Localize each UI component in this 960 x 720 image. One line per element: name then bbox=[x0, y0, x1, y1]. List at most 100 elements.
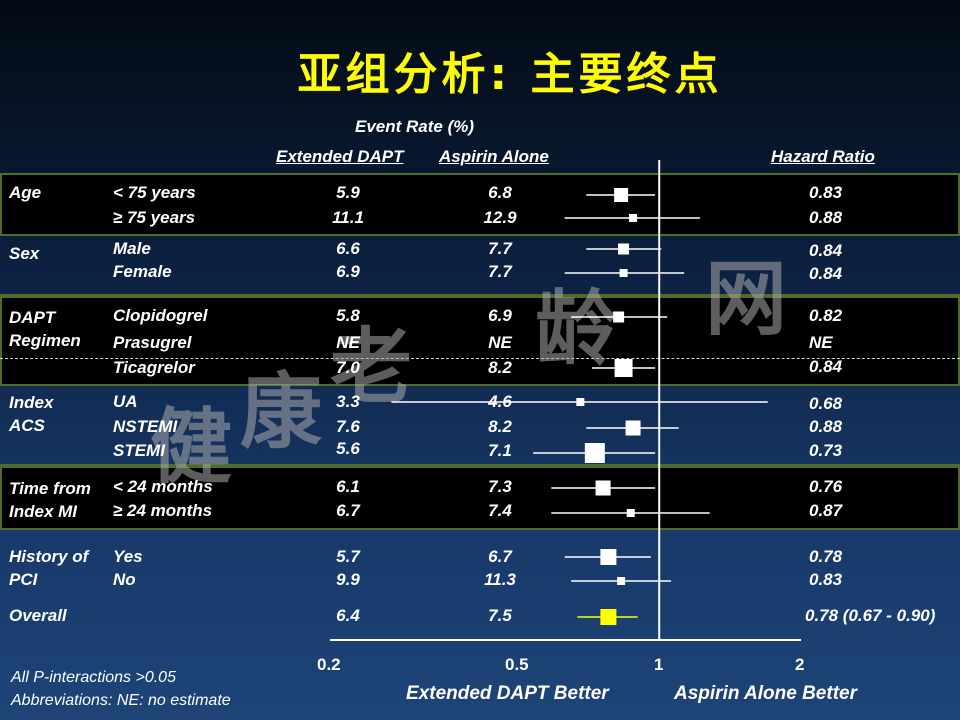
group-label-time-from-index-mi: Time from Index MI bbox=[9, 479, 91, 521]
row-label: < 75 years bbox=[113, 183, 196, 202]
dapt-value: 5.8 bbox=[336, 306, 360, 325]
aspirin-value: 8.2 bbox=[488, 417, 512, 436]
dapt-value: 5.9 bbox=[336, 183, 360, 202]
row-label: ≥ 24 months bbox=[113, 501, 213, 520]
row-label: NSTEMI bbox=[113, 417, 178, 436]
hr-marker bbox=[613, 311, 625, 323]
hr-value: 0.82 bbox=[809, 306, 843, 325]
aspirin-value: 6.7 bbox=[488, 547, 512, 566]
aspirin-value: 7.7 bbox=[488, 262, 512, 281]
group-label-index-acs: Index ACS bbox=[9, 393, 54, 435]
dapt-value: 6.4 bbox=[336, 606, 360, 625]
aspirin-value: 7.7 bbox=[488, 239, 512, 258]
row-label: Yes bbox=[113, 547, 143, 566]
aspirin-value: 6.9 bbox=[488, 306, 512, 325]
hr-marker bbox=[629, 214, 638, 222]
hr-marker bbox=[600, 609, 617, 625]
dapt-value: 6.9 bbox=[336, 262, 360, 281]
row-label: Male bbox=[113, 239, 151, 258]
row-divider bbox=[0, 358, 960, 359]
watermark-char: 健 bbox=[150, 399, 233, 495]
sex-band bbox=[0, 236, 960, 296]
hr-value: 0.88 bbox=[809, 208, 843, 227]
dapt-value: 11.1 bbox=[332, 208, 364, 227]
time-band bbox=[0, 466, 960, 530]
watermark-char: 老 bbox=[330, 319, 413, 415]
hr-value: 0.84 bbox=[809, 264, 843, 283]
aspirin-alone-header: Aspirin Alone bbox=[439, 147, 549, 166]
aspirin-value: 6.8 bbox=[488, 183, 512, 202]
row-label: ≥ 75 years bbox=[113, 208, 196, 227]
aspirin-alone-better-label: Aspirin Alone Better bbox=[674, 683, 857, 704]
row-label: Ticagrelor bbox=[113, 358, 195, 377]
row-label: Clopidogrel bbox=[113, 306, 208, 325]
row-label: UA bbox=[113, 392, 138, 411]
hazard-ratio-header: Hazard Ratio bbox=[771, 147, 875, 166]
group-label-age: Age bbox=[9, 183, 42, 202]
group-label-history-of-pci: History of PCI bbox=[9, 547, 89, 589]
group-label-sex: Sex bbox=[9, 244, 40, 263]
age-band bbox=[0, 173, 960, 236]
index-acs-band bbox=[0, 386, 960, 466]
hr-value: 0.87 bbox=[809, 501, 843, 520]
axis-tick-label: 1 bbox=[654, 655, 664, 674]
hr-value: NE bbox=[809, 333, 833, 352]
aspirin-value: 7.1 bbox=[488, 441, 512, 460]
extended-dapt-header: Extended DAPT bbox=[276, 147, 404, 166]
dapt-value: 6.1 bbox=[336, 477, 360, 496]
aspirin-value: 11.3 bbox=[484, 570, 516, 589]
hr-marker bbox=[576, 398, 585, 406]
aspirin-value: 7.4 bbox=[488, 501, 512, 520]
hr-value: 0.73 bbox=[809, 441, 843, 460]
row-label: STEMI bbox=[113, 441, 165, 460]
extended-dapt-better-label: Extended DAPT Better bbox=[406, 683, 609, 704]
hr-marker bbox=[625, 420, 641, 436]
hr-value: 0.76 bbox=[809, 477, 843, 496]
hr-marker bbox=[619, 269, 628, 277]
event-rate-header: Event Rate (%) bbox=[355, 117, 475, 136]
hr-value: 0.88 bbox=[809, 417, 843, 436]
hr-marker bbox=[584, 443, 605, 463]
dapt-value: NE bbox=[336, 333, 360, 352]
hr-marker bbox=[614, 188, 629, 202]
aspirin-value: 7.3 bbox=[488, 477, 512, 496]
hr-value: 0.78 bbox=[809, 547, 843, 566]
axis-tick-label: 2 bbox=[795, 655, 805, 674]
footnote-p-interactions: All P-interactions >0.05 bbox=[11, 669, 176, 686]
dapt-regimen-band bbox=[0, 296, 960, 386]
dapt-value: 7.6 bbox=[336, 417, 360, 436]
aspirin-value: NE bbox=[488, 333, 512, 352]
hr-marker bbox=[614, 359, 633, 377]
hr-marker bbox=[618, 243, 630, 255]
dapt-value: 7.0 bbox=[336, 358, 360, 377]
dapt-value: 9.9 bbox=[336, 570, 360, 589]
hr-value: 0.84 bbox=[809, 357, 843, 376]
page-title: 亚组分析: 主要终点 bbox=[297, 49, 723, 100]
hr-value: 0.84 bbox=[809, 241, 843, 260]
axis-tick-label: 0.2 bbox=[317, 655, 341, 674]
aspirin-value: 12.9 bbox=[483, 208, 517, 227]
aspirin-value: 8.2 bbox=[488, 358, 512, 377]
hr-value-overall: 0.78 (0.67 - 0.90) bbox=[805, 606, 936, 625]
aspirin-value: 7.5 bbox=[488, 606, 512, 625]
dapt-value: 6.6 bbox=[336, 239, 360, 258]
hr-marker bbox=[626, 509, 635, 517]
row-label: Female bbox=[113, 262, 172, 281]
row-label: Prasugrel bbox=[113, 333, 192, 352]
dapt-value: 5.6 bbox=[336, 439, 360, 458]
group-label-overall: Overall bbox=[9, 606, 67, 625]
watermark-char: 龄 bbox=[535, 281, 618, 377]
row-label: < 24 months bbox=[113, 477, 213, 496]
hr-marker bbox=[600, 549, 617, 565]
hr-value: 0.68 bbox=[809, 394, 843, 413]
watermark-char: 网 bbox=[705, 251, 788, 347]
hr-value: 0.83 bbox=[809, 183, 843, 202]
dapt-value: 6.7 bbox=[336, 501, 360, 520]
row-label: No bbox=[113, 570, 136, 589]
dapt-value: 5.7 bbox=[336, 547, 360, 566]
hr-marker bbox=[595, 480, 611, 496]
axis-tick-label: 0.5 bbox=[505, 655, 529, 674]
group-label-dapt-regimen: DAPT Regimen bbox=[9, 308, 81, 350]
hr-marker bbox=[617, 577, 626, 585]
